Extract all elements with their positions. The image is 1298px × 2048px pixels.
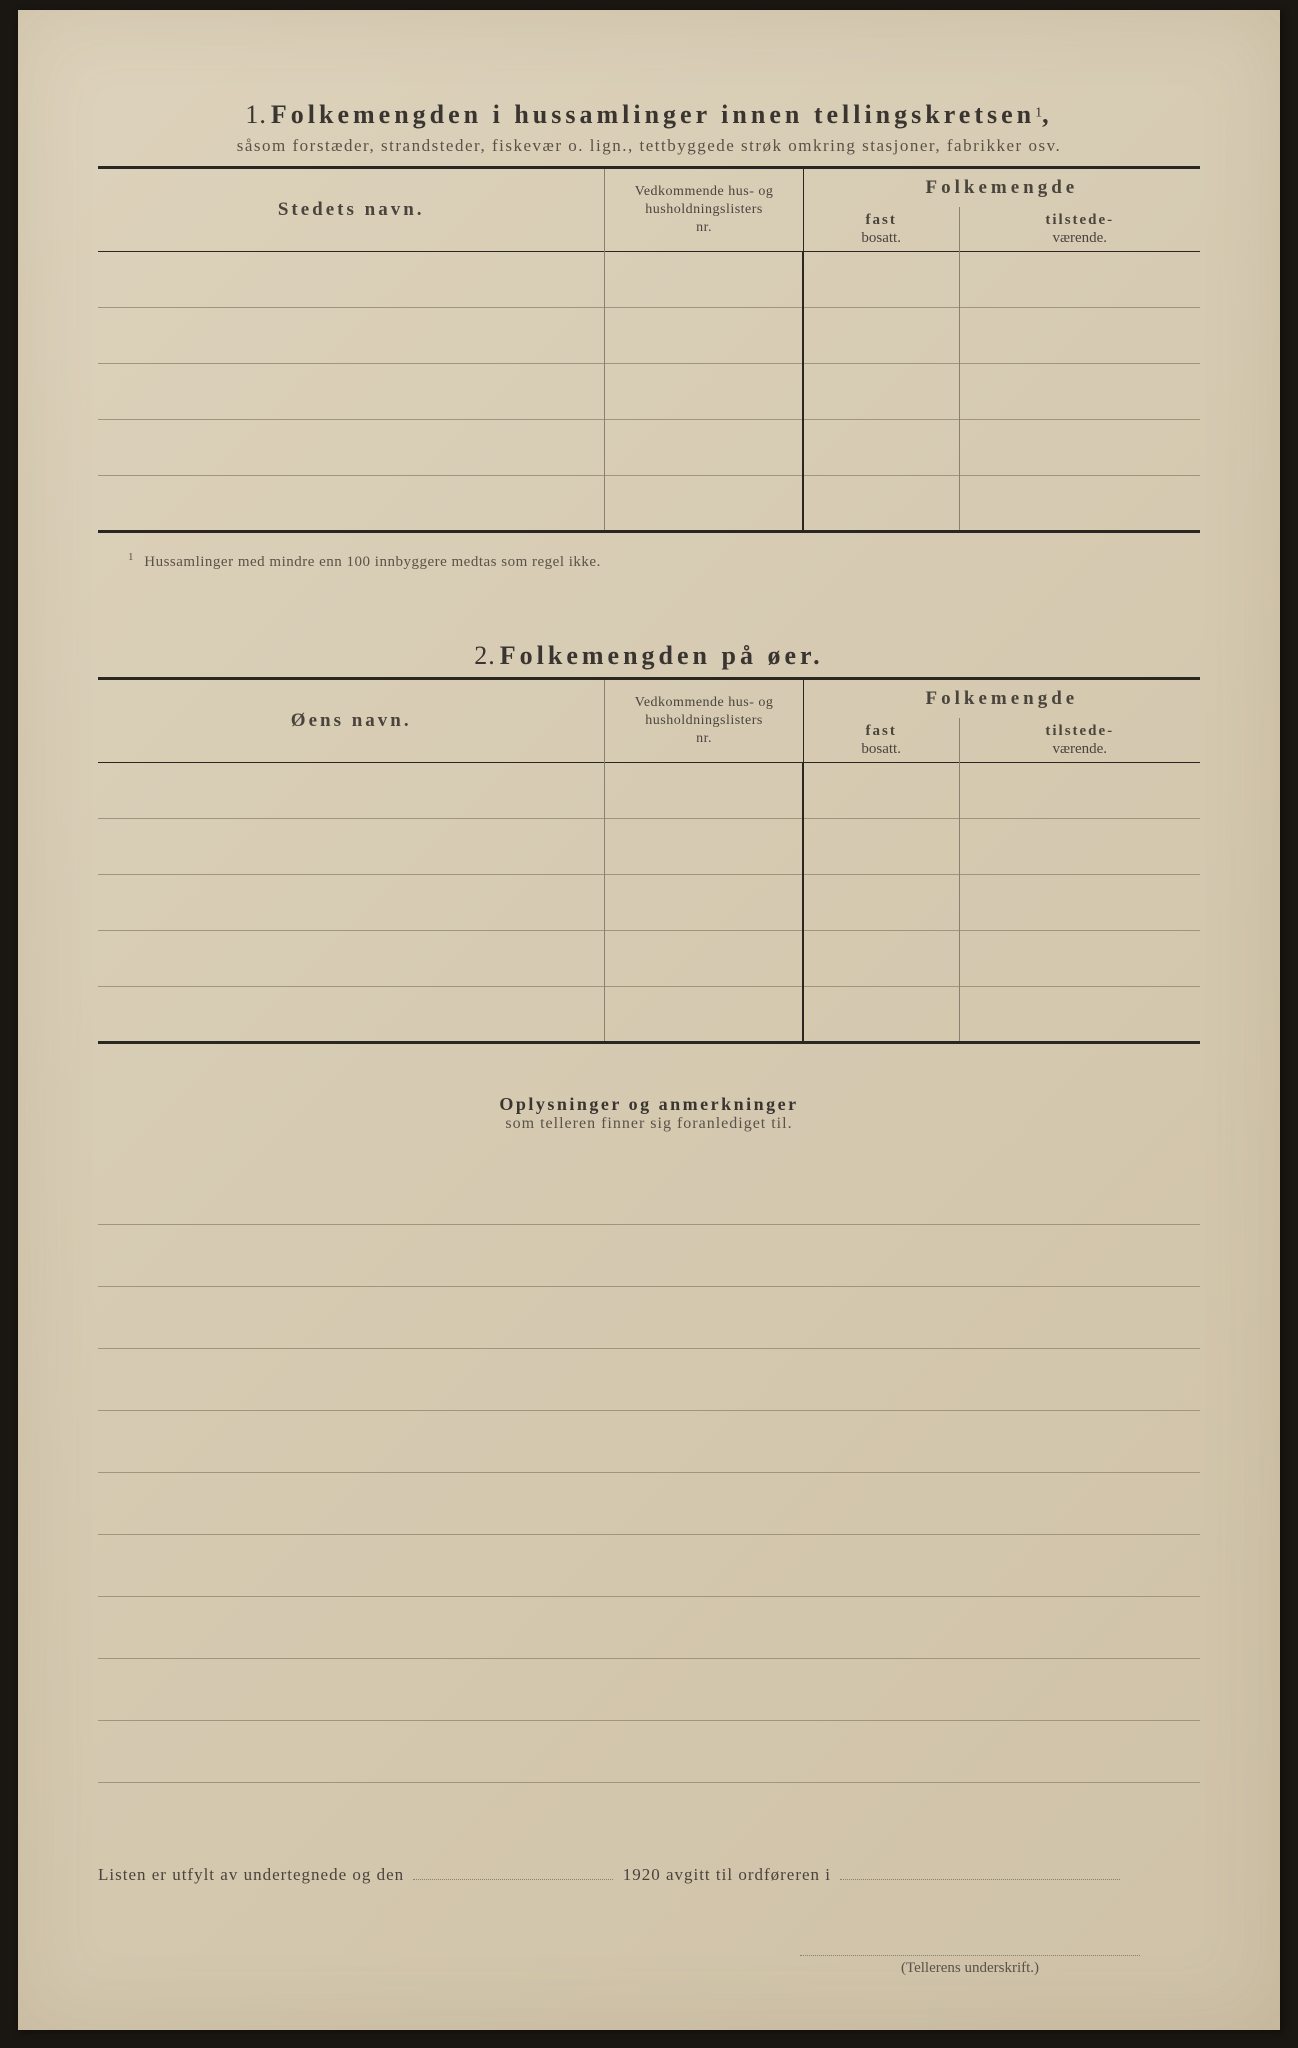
section2-heading: 2. Folkemengden på øer.	[98, 641, 1200, 671]
note-line	[98, 1721, 1200, 1783]
col-fast-bosatt-2: fast bosatt.	[803, 718, 959, 763]
section2-table: Øens navn. Vedkommende hus- og husholdni…	[98, 677, 1200, 1044]
signature-area: (Tellerens underskrift.)	[98, 1955, 1200, 1977]
col-folkemengde: Folkemengde	[803, 168, 1200, 208]
note-line	[98, 1349, 1200, 1411]
table-row	[98, 252, 1200, 308]
col-tilstede: tilstede- værende.	[959, 207, 1200, 252]
section2-title: Folkemengden på øer.	[500, 641, 824, 670]
table-row	[98, 476, 1200, 532]
section2-rows	[98, 763, 1200, 1043]
table-row	[98, 875, 1200, 931]
document-page: 1. Folkemengden i hussamlinger innen tel…	[18, 10, 1280, 2030]
col-ref: Vedkommende hus- og husholdningslisters …	[605, 168, 803, 252]
place-blank	[840, 1863, 1120, 1880]
note-line	[98, 1535, 1200, 1597]
note-line	[98, 1411, 1200, 1473]
notes-lines	[98, 1163, 1200, 1783]
signature-label: (Tellerens underskrift.)	[800, 1955, 1140, 1977]
section1-comma: ,	[1042, 100, 1053, 129]
table-row	[98, 987, 1200, 1043]
footer-line: Listen er utfylt av undertegnede og den …	[98, 1863, 1200, 1885]
table-row	[98, 420, 1200, 476]
section1-heading: 1. Folkemengden i hussamlinger innen tel…	[98, 100, 1200, 130]
note-line	[98, 1659, 1200, 1721]
table-row	[98, 819, 1200, 875]
date-blank	[413, 1863, 613, 1880]
section1-subtitle: såsom forstæder, strandsteder, fiskevær …	[98, 136, 1200, 156]
notes-section: Oplysninger og anmerkninger som telleren…	[98, 1094, 1200, 1783]
table-row	[98, 763, 1200, 819]
section1-title: Folkemengden i hussamlinger innen tellin…	[271, 100, 1035, 129]
notes-subtitle: som telleren finner sig foranlediget til…	[98, 1115, 1200, 1133]
note-line	[98, 1163, 1200, 1225]
section1-number: 1.	[245, 100, 267, 129]
section2-number: 2.	[474, 641, 496, 670]
table-row	[98, 308, 1200, 364]
col-folkemengde-2: Folkemengde	[803, 679, 1200, 719]
note-line	[98, 1597, 1200, 1659]
table-row	[98, 931, 1200, 987]
note-line	[98, 1225, 1200, 1287]
col-tilstede-2: tilstede- værende.	[959, 718, 1200, 763]
col-ref-2: Vedkommende hus- og husholdningslisters …	[605, 679, 803, 763]
section1-table: Stedets navn. Vedkommende hus- og hushol…	[98, 166, 1200, 533]
col-fast-bosatt: fast bosatt.	[803, 207, 959, 252]
section1-rows	[98, 252, 1200, 532]
table-row	[98, 364, 1200, 420]
note-line	[98, 1287, 1200, 1349]
col-oens-navn: Øens navn.	[98, 679, 605, 763]
section1-footnote: 1 Hussamlinger med mindre enn 100 innbyg…	[128, 551, 1200, 571]
note-line	[98, 1473, 1200, 1535]
notes-title: Oplysninger og anmerkninger	[98, 1094, 1200, 1115]
col-stedets-navn: Stedets navn.	[98, 168, 605, 252]
